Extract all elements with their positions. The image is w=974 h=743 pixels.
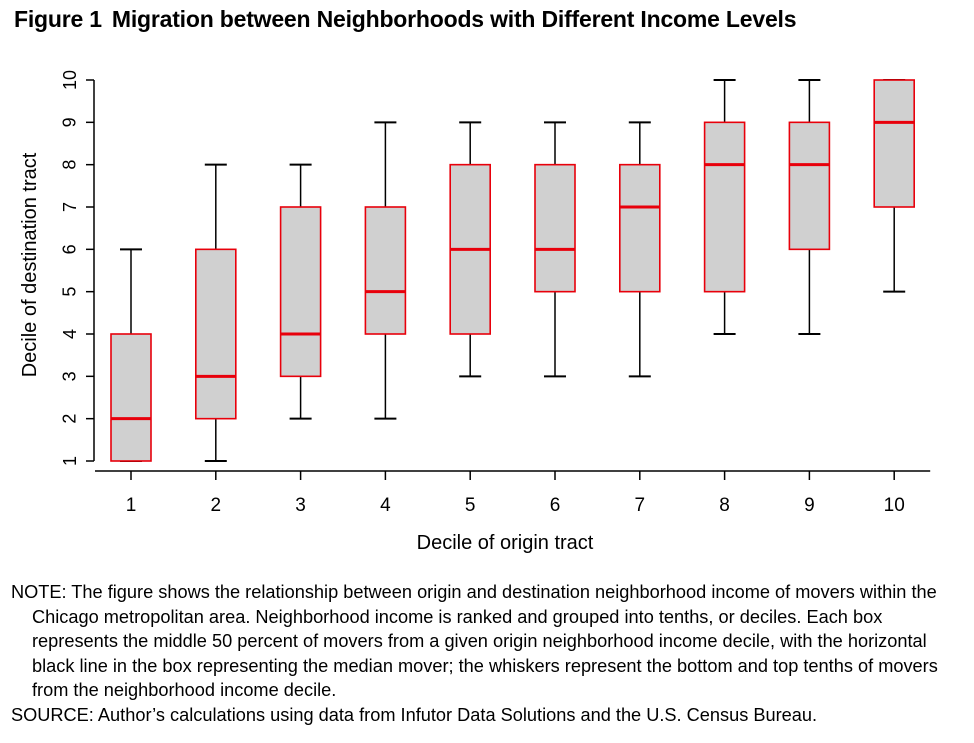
y-axis: 1 2 3 4 5 6 7 8 9 10 bbox=[60, 70, 95, 466]
box-decile-5 bbox=[449, 121, 492, 378]
boxes-group bbox=[110, 79, 916, 462]
x-tick-label: 8 bbox=[719, 495, 730, 516]
iqr-box bbox=[703, 121, 746, 293]
figure-title: Figure 1 Migration between Neighborhoods … bbox=[14, 6, 797, 33]
y-tick-label: 8 bbox=[60, 160, 80, 170]
x-tick-label: 10 bbox=[884, 495, 905, 516]
y-tick-label: 5 bbox=[60, 287, 80, 297]
iqr-box bbox=[279, 206, 322, 378]
y-tick-label: 6 bbox=[60, 244, 80, 254]
x-tick-label: 7 bbox=[635, 495, 646, 516]
iqr-box bbox=[873, 79, 916, 208]
iqr-box bbox=[788, 121, 831, 251]
y-tick-label: 10 bbox=[60, 70, 80, 90]
boxplot-chart: 1 2 3 4 5 6 7 8 9 10 1 2 3 4 5 6 7 8 9 10 Decile of origin… bbox=[19, 70, 931, 554]
y-tick-label: 7 bbox=[60, 202, 80, 212]
iqr-box bbox=[534, 163, 576, 293]
x-tick-label: 9 bbox=[804, 495, 815, 516]
iqr-box bbox=[618, 163, 661, 293]
box-decile-10 bbox=[873, 79, 916, 293]
figure-label: Figure 1 bbox=[14, 6, 102, 32]
y-axis-label: Decile of destination tract bbox=[19, 152, 41, 377]
box-decile-6 bbox=[534, 121, 576, 378]
box-decile-1 bbox=[110, 248, 152, 462]
y-tick-label: 2 bbox=[60, 414, 80, 424]
box-decile-7 bbox=[618, 121, 661, 378]
box-decile-8 bbox=[703, 79, 746, 335]
x-axis: 1 2 3 4 5 6 7 8 9 10 bbox=[95, 470, 931, 516]
x-tick-label: 5 bbox=[465, 495, 476, 516]
box-decile-3 bbox=[279, 163, 322, 420]
figure-title-text: Migration between Neighborhoods with Dif… bbox=[111, 6, 797, 32]
x-tick-label: 4 bbox=[380, 495, 391, 516]
y-tick-label: 1 bbox=[60, 456, 80, 466]
box-decile-4 bbox=[364, 121, 407, 420]
iqr-box bbox=[364, 206, 407, 335]
box-decile-9 bbox=[788, 79, 831, 335]
iqr-box bbox=[195, 248, 237, 420]
x-tick-label: 2 bbox=[211, 495, 222, 516]
iqr-box bbox=[110, 333, 152, 462]
box-decile-2 bbox=[195, 163, 237, 462]
figure-notes: NOTE: The figure shows the relationship … bbox=[11, 580, 961, 727]
y-tick-label: 4 bbox=[60, 329, 80, 339]
x-tick-label: 1 bbox=[126, 495, 137, 516]
y-tick-label: 3 bbox=[60, 371, 80, 381]
note-text: NOTE: The figure shows the relationship … bbox=[11, 582, 938, 700]
x-axis-label: Decile of origin tract bbox=[417, 532, 594, 554]
x-tick-label: 6 bbox=[550, 495, 561, 516]
x-tick-label: 3 bbox=[295, 495, 306, 516]
source-text: SOURCE: Author’s calculations using data… bbox=[11, 704, 818, 725]
y-tick-label: 9 bbox=[60, 117, 80, 127]
